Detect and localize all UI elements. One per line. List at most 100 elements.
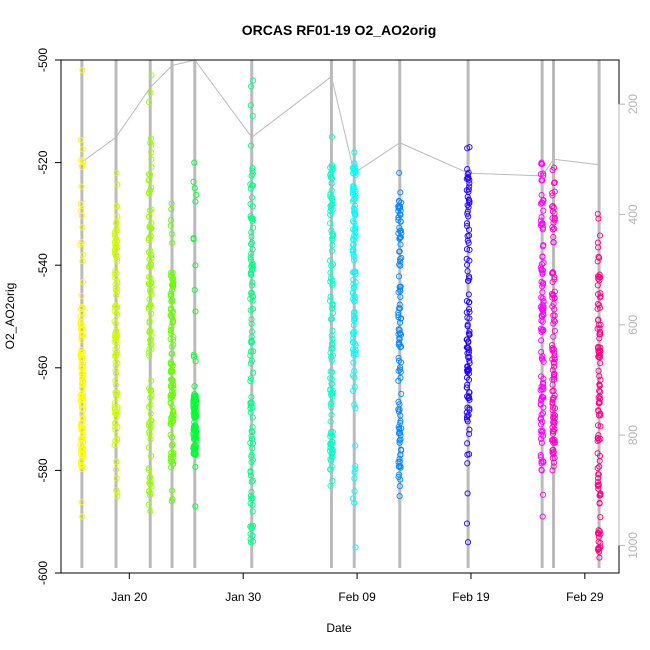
data-point: [247, 472, 255, 479]
data-point: [328, 262, 335, 270]
data-points: [77, 67, 604, 561]
data-point: [167, 272, 174, 279]
data-point: [114, 285, 121, 293]
data-point: [595, 545, 603, 552]
data-point: [551, 306, 558, 313]
data-point: [192, 358, 199, 365]
data-point: [248, 393, 255, 401]
data-point: [549, 341, 556, 349]
data-point: [349, 346, 357, 353]
data-point: [113, 169, 120, 176]
data-point: [147, 251, 154, 258]
data-point: [398, 230, 405, 237]
data-point: [397, 476, 404, 483]
pressure-transit-line: [330, 76, 355, 174]
data-point: [465, 277, 472, 284]
data-point: [78, 457, 85, 464]
data-point: [248, 316, 255, 323]
data-point: [537, 452, 544, 459]
data-point: [595, 533, 602, 540]
data-point: [464, 208, 471, 215]
data-point: [112, 377, 119, 384]
data-point: [463, 246, 471, 253]
data-point: [327, 293, 334, 300]
data-point: [248, 320, 255, 327]
data-point: [248, 357, 255, 364]
data-point: [596, 500, 603, 507]
data-point: [78, 347, 85, 354]
data-point: [113, 331, 120, 338]
data-point: [328, 380, 336, 387]
data-point: [192, 503, 199, 510]
data-point: [248, 250, 255, 257]
data-point: [248, 435, 256, 442]
data-point: [79, 463, 86, 470]
data-point: [397, 241, 404, 248]
data-point: [540, 491, 547, 498]
data-point: [247, 523, 254, 530]
data-point: [596, 387, 603, 394]
data-point: [147, 139, 154, 146]
data-point: [551, 179, 558, 186]
data-point: [146, 352, 153, 359]
data-point: [594, 258, 601, 265]
data-point: [464, 210, 471, 217]
data-point: [396, 169, 403, 176]
data-point: [147, 187, 154, 194]
data-point: [597, 544, 604, 551]
data-point: [551, 318, 559, 325]
data-point: [596, 463, 603, 470]
data-point: [168, 206, 175, 213]
x-tick-label: Jan 30: [225, 590, 261, 604]
data-point: [167, 359, 175, 366]
data-point: [597, 410, 604, 417]
data-point: [397, 227, 404, 234]
data-point: [145, 466, 152, 473]
data-point: [190, 431, 197, 438]
data-point: [170, 279, 177, 286]
data-point: [538, 214, 545, 221]
data-point: [247, 500, 254, 507]
data-point: [145, 403, 152, 410]
data-point: [248, 233, 255, 240]
data-point: [397, 451, 404, 458]
data-point: [596, 232, 604, 239]
data-point: [351, 196, 358, 203]
data-point: [169, 296, 176, 303]
data-point: [550, 239, 557, 246]
data-point: [464, 268, 471, 275]
data-point: [170, 336, 177, 343]
x-axis-label: Date: [326, 621, 352, 635]
data-point: [396, 439, 403, 446]
data-point: [113, 218, 120, 226]
data-point: [248, 337, 255, 344]
data-point: [148, 377, 155, 384]
data-point: [549, 346, 556, 353]
data-point: [549, 407, 556, 414]
pressure-transit-line: [149, 65, 173, 88]
data-point: [249, 532, 256, 539]
data-point: [329, 230, 336, 237]
data-point: [327, 211, 334, 218]
data-point: [537, 453, 544, 461]
data-point: [327, 368, 334, 375]
data-point: [247, 102, 254, 109]
data-point: [146, 428, 153, 436]
data-point: [146, 480, 153, 487]
data-point: [596, 554, 603, 561]
data-point: [352, 462, 359, 470]
data-point: [79, 278, 87, 286]
data-point: [352, 170, 359, 177]
data-point: [79, 258, 86, 265]
data-point: [113, 227, 120, 234]
data-point: [328, 457, 335, 465]
data-point: [112, 320, 119, 327]
data-point: [111, 423, 118, 430]
data-point: [351, 206, 358, 213]
data-point: [79, 146, 86, 153]
data-point: [78, 499, 85, 506]
data-point: [327, 269, 334, 276]
data-point: [595, 343, 602, 351]
data-point: [148, 417, 155, 425]
data-point: [168, 230, 175, 237]
